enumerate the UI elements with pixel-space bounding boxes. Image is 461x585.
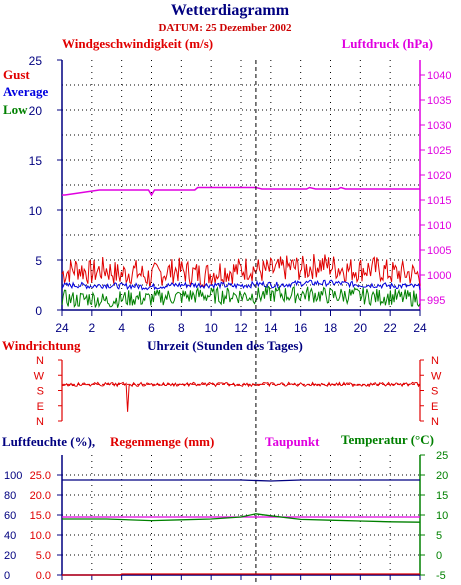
rain-tick-label: 25.0 <box>30 470 51 482</box>
humidity-tick-label: 60 <box>4 510 16 522</box>
pressure-y-tick-label: 995 <box>427 295 445 307</box>
dewpoint-title: Taupunkt <box>265 434 320 449</box>
humidity-tick-label: 20 <box>4 550 16 562</box>
temperature-tick-label: 25 <box>436 450 448 462</box>
rain-tick-label: 5.0 <box>36 550 51 562</box>
rain-tick-label: 15.0 <box>30 510 51 522</box>
humidity-title: Luftfeuchte (%), <box>2 434 95 449</box>
hour-tick-label: 4 <box>118 321 125 335</box>
direction-tick-left: N <box>36 416 44 428</box>
hour-tick-label: 20 <box>354 321 368 335</box>
pressure-y-tick-label: 1030 <box>427 120 451 132</box>
x-axis-title: Uhrzeit (Stunden des Tages) <box>147 338 303 353</box>
pressure-y-tick-label: 1000 <box>427 270 451 282</box>
wind-y-tick-label: 15 <box>29 154 43 168</box>
direction-tick-right: E <box>431 401 438 413</box>
series-regenmenge-line <box>62 573 420 576</box>
humidity-tick-label: 80 <box>4 490 16 502</box>
temperature-tick-label: 15 <box>436 490 448 502</box>
legend-gust: Gust <box>3 67 30 82</box>
hour-tick-label: 6 <box>148 321 155 335</box>
pressure-y-tick-label: 1010 <box>427 220 451 232</box>
temperature-tick-label: 5 <box>436 530 442 542</box>
legend-low: Low <box>3 102 28 117</box>
chart-title: Wetterdiagramm <box>171 2 290 19</box>
temperature-tick-label: 20 <box>436 470 448 482</box>
direction-tick-left: N <box>36 355 44 367</box>
pressure-y-tick-label: 1015 <box>427 195 451 207</box>
hour-tick-label: 10 <box>204 321 218 335</box>
series-pressure-line <box>62 186 420 197</box>
direction-tick-left: S <box>37 386 44 398</box>
direction-tick-right: N <box>431 416 439 428</box>
direction-tick-right: S <box>431 386 438 398</box>
direction-tick-right: N <box>431 355 439 367</box>
wind-y-tick-label: 25 <box>29 54 43 68</box>
humidity-tick-label: 40 <box>4 530 16 542</box>
hour-tick-label: 14 <box>264 321 278 335</box>
wind-y-tick-label: 5 <box>35 254 42 268</box>
direction-tick-right: W <box>431 370 442 382</box>
wind-y-tick-label: 20 <box>29 104 43 118</box>
series-wind-direction-line <box>61 381 421 412</box>
hour-tick-label: 22 <box>383 321 397 335</box>
pressure-y-tick-label: 1035 <box>427 95 451 107</box>
pressure-y-tick-label: 1005 <box>427 245 451 257</box>
temperature-tick-label: 0 <box>436 550 442 562</box>
temperature-tick-label: -5 <box>436 570 446 582</box>
hour-tick-label: 18 <box>324 321 338 335</box>
humidity-tick-label: 0 <box>4 570 10 582</box>
series-gust-line <box>61 254 421 289</box>
chart-date: DATUM: 25 Dezember 2002 <box>158 22 292 34</box>
pressure-y-tick-label: 1020 <box>427 170 451 182</box>
wind-y-tick-label: 10 <box>29 204 43 218</box>
rain-tick-label: 0.0 <box>36 570 51 582</box>
pressure-y-tick-label: 1025 <box>427 145 451 157</box>
series-low-line <box>61 285 421 309</box>
rain-tick-label: 20.0 <box>30 490 51 502</box>
direction-tick-left: E <box>37 401 44 413</box>
pressure-y-tick-label: 1040 <box>427 70 451 82</box>
rain-tick-label: 10.0 <box>30 530 51 542</box>
wind-direction-title: Windrichtung <box>2 338 81 353</box>
hour-tick-label: 12 <box>234 321 248 335</box>
hour-tick-label: 8 <box>178 321 185 335</box>
humidity-tick-label: 100 <box>4 470 22 482</box>
direction-tick-left: W <box>34 370 45 382</box>
temperature-title: Temperatur (°C) <box>341 432 434 447</box>
rain-title: Regenmenge (mm) <box>110 434 214 449</box>
hour-tick-label: 16 <box>294 321 308 335</box>
legend-average: Average <box>3 84 48 99</box>
wind-speed-axis-title: Windgeschwindigkeit (m/s) <box>62 36 213 51</box>
temperature-tick-label: 10 <box>436 510 448 522</box>
hour-tick-label: 2 <box>88 321 95 335</box>
series-luftfeuchte-line <box>62 479 420 482</box>
pressure-axis-title: Luftdruck (hPa) <box>342 36 433 51</box>
wind-y-tick-label: 0 <box>35 304 42 318</box>
hour-tick-label: 24 <box>55 321 69 335</box>
hour-tick-label: 24 <box>413 321 427 335</box>
series-average-line <box>61 279 421 291</box>
series-temperatur-line <box>62 513 421 523</box>
